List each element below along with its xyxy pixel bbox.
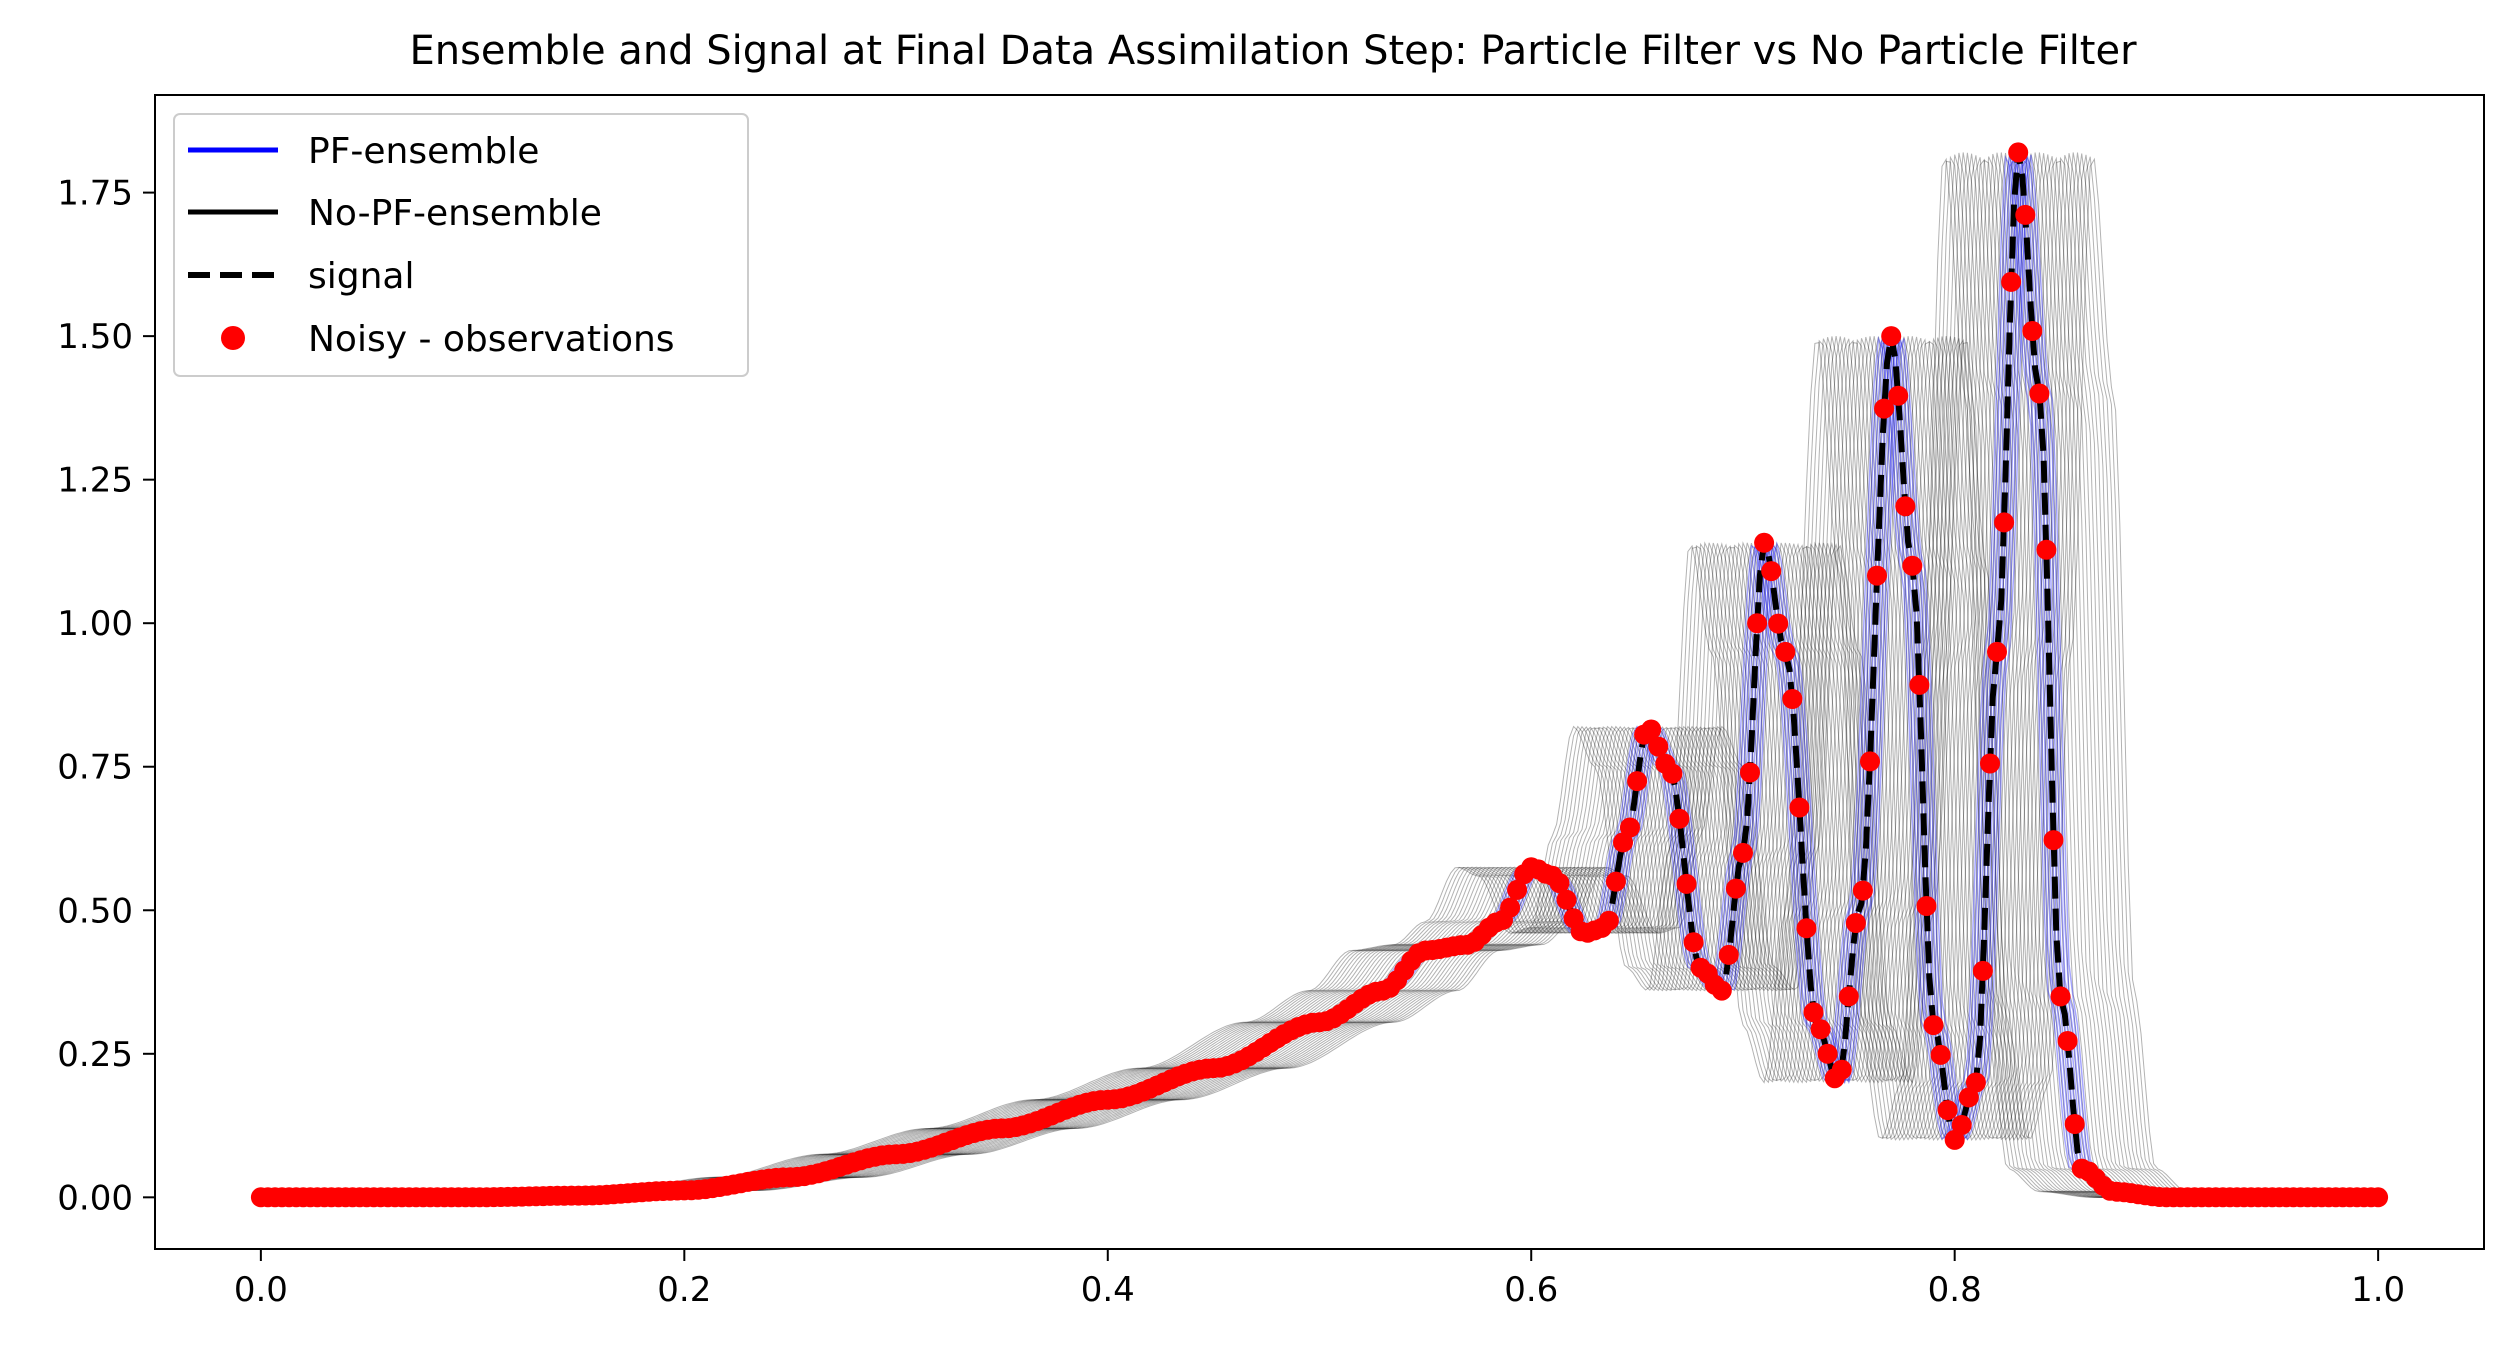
observation-point [1662, 763, 1683, 784]
observation-point [1937, 1100, 1958, 1121]
observation-point [1507, 879, 1528, 900]
observation-point [1768, 613, 1789, 634]
legend: PF-ensemble No-PF-ensemble signal Noisy … [173, 113, 749, 377]
observation-point [1796, 918, 1817, 939]
observation-point [1923, 1015, 1944, 1036]
observation-point [1718, 944, 1739, 965]
y-tick-label: 1.00 [57, 604, 133, 644]
plot-area [250, 142, 2389, 1208]
observation-point [1909, 674, 1930, 695]
observation-point [1944, 1129, 1965, 1150]
observation-point [2036, 539, 2057, 560]
observation-point [1500, 897, 1521, 918]
observation-point [2057, 1031, 2078, 1051]
observation-point [2022, 321, 2043, 341]
observation-point [1620, 817, 1640, 838]
observation-point [2368, 1187, 2389, 1208]
observation-point [1994, 512, 2015, 533]
observation-point [2001, 271, 2022, 292]
observation-point [1817, 1043, 1838, 1064]
observation-point [1789, 797, 1810, 818]
observation-point [2015, 204, 2036, 225]
y-tick-label: 0.75 [57, 748, 133, 788]
observation-point [1852, 880, 1873, 901]
observation-point [1902, 555, 1923, 576]
observation-point [1754, 532, 1775, 553]
observation-point [1556, 889, 1577, 910]
observation-point [1845, 913, 1866, 933]
observation-point [1972, 960, 1993, 981]
x-tick-label: 0.4 [1081, 1270, 1135, 1310]
observation-point [1951, 1115, 1972, 1135]
x-tick-label: 0.0 [234, 1270, 288, 1310]
observation-point [1711, 980, 1732, 1001]
observation-point [1831, 1059, 1852, 1080]
y-tick-label: 1.50 [57, 317, 133, 357]
observation-point [1895, 496, 1916, 517]
x-axis: 0.0 0.2 0.4 0.6 0.8 1.0 [234, 1249, 2405, 1310]
observation-point [1965, 1072, 1986, 1093]
observation-point [1676, 873, 1697, 894]
observation-point [1669, 808, 1690, 829]
x-tick-label: 0.8 [1928, 1270, 1982, 1310]
observation-point [1810, 1019, 1831, 1040]
y-tick-label: 1.25 [57, 461, 133, 501]
observation-point [1881, 326, 1902, 347]
observation-point [1605, 871, 1626, 892]
observation-point [2064, 1114, 2085, 1134]
observation-point [1627, 771, 1648, 792]
observation-point [1648, 736, 1669, 757]
observation-point [2008, 142, 2029, 163]
y-tick-label: 0.50 [57, 891, 133, 931]
observation-point [2043, 830, 2064, 851]
y-tick-label: 0.00 [57, 1178, 133, 1218]
observation-point [1867, 565, 1887, 586]
observation-point [1888, 385, 1909, 406]
observation-point [2029, 383, 2050, 404]
axes-frame [154, 94, 2485, 1250]
y-axis: 0.00 0.25 0.50 0.75 1.00 1.25 1.50 1.75 [57, 174, 155, 1218]
observation-point [1549, 873, 1570, 894]
chart-title: Ensemble and Signal at Final Data Assimi… [409, 28, 2137, 74]
noisy-observations [250, 142, 2389, 1208]
legend-swatch-observations [221, 326, 245, 350]
observation-point [1641, 719, 1662, 740]
observation-point [1838, 986, 1859, 1007]
observation-point [1733, 842, 1753, 863]
observation-point [1916, 896, 1937, 916]
x-tick-label: 1.0 [2351, 1270, 2405, 1310]
observation-point [1598, 910, 1619, 931]
observation-point [1860, 751, 1880, 772]
observation-point [1775, 641, 1796, 662]
observation-point [1874, 398, 1895, 419]
observation-point [1747, 613, 1768, 634]
observation-point [1613, 832, 1633, 853]
observation-point [1782, 689, 1803, 709]
observation-point [1761, 561, 1782, 582]
x-tick-label: 0.6 [1504, 1270, 1558, 1310]
observation-point [2050, 986, 2071, 1007]
legend-label-pf-ensemble: PF-ensemble [308, 131, 539, 172]
legend-label-signal: signal [308, 256, 415, 297]
observation-point [1958, 1087, 1979, 1108]
legend-label-no-pf-ensemble: No-PF-ensemble [308, 193, 602, 234]
observation-point [1725, 878, 1746, 899]
observation-point [1930, 1044, 1951, 1065]
legend-frame [173, 113, 749, 377]
observation-point [1683, 932, 1704, 953]
legend-label-observations: Noisy - observations [308, 319, 675, 360]
y-tick-label: 0.25 [57, 1035, 133, 1075]
observation-point [1740, 762, 1760, 783]
observation-point [1980, 753, 2000, 774]
observation-point [1987, 641, 2007, 662]
y-tick-label: 1.75 [57, 174, 133, 214]
observation-point [1803, 1002, 1824, 1023]
x-tick-label: 0.2 [657, 1270, 711, 1310]
